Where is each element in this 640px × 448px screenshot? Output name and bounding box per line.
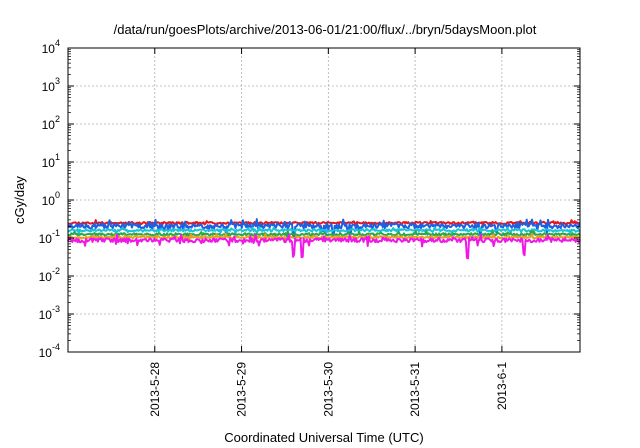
x-tick-labels: 2013-5-28 2013-5-29 2013-5-30 2013-5-31 2013… (148, 362, 509, 417)
y-tick-labels: 10-4 10-3 10-2 10-1 100 101 102 103 104 (39, 38, 60, 360)
series-blue (67, 218, 581, 239)
y-tick-label: 10-1 (39, 228, 60, 246)
y-tick-label: 100 (42, 190, 60, 208)
series-magenta (67, 233, 581, 260)
grid (68, 48, 580, 352)
series-lines (67, 218, 581, 260)
x-tick-label: 2013-5-30 (321, 362, 335, 417)
y-tick-label: 102 (42, 114, 60, 132)
y-tick-label: 103 (42, 76, 60, 94)
y-tick-label: 10-3 (39, 304, 60, 322)
axis-ticks (68, 47, 580, 353)
x-tick-label: 2013-5-29 (235, 362, 249, 417)
y-tick-label: 101 (42, 152, 60, 170)
x-tick-label: 2013-5-31 (408, 362, 422, 417)
y-tick-label: 104 (42, 38, 60, 56)
y-tick-label: 10-2 (39, 266, 60, 284)
x-axis-label: Coordinated Universal Time (UTC) (224, 430, 423, 445)
x-tick-label: 2013-6-1 (495, 362, 509, 410)
x-tick-label: 2013-5-28 (148, 362, 162, 417)
y-tick-label: 10-4 (39, 342, 60, 360)
y-axis-label: cGy/day (12, 176, 27, 224)
series-cyan (67, 226, 581, 235)
chart-title: /data/run/goesPlots/archive/2013-06-01/2… (114, 22, 537, 37)
